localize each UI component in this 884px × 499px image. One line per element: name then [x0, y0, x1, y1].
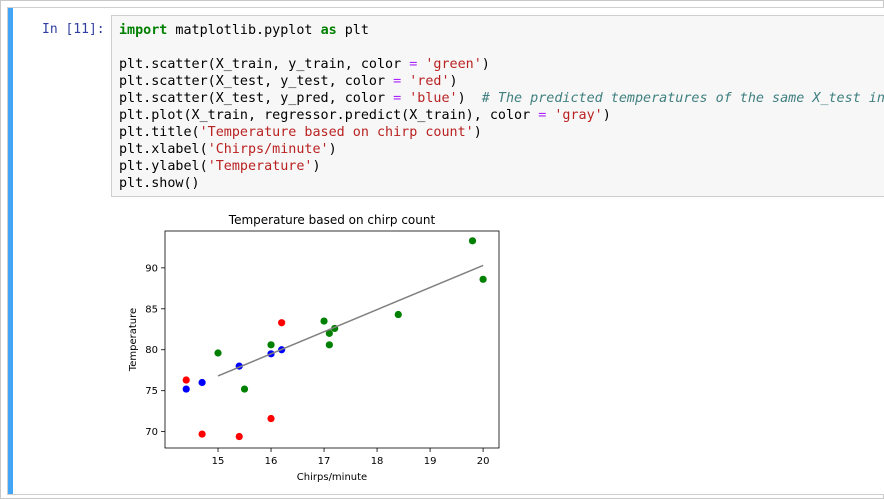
data-point	[182, 376, 190, 384]
code-token: plt.show()	[119, 176, 200, 191]
data-point	[267, 414, 275, 423]
code-line: plt.ylabel('Temperature')	[119, 158, 884, 175]
code-token: 'green'	[425, 57, 482, 72]
code-line	[119, 39, 884, 56]
code-token: plt.scatter(X_train, y_train, color	[119, 57, 410, 72]
code-token: =	[393, 91, 402, 106]
x-tick-label: 17	[318, 456, 331, 467]
data-point	[278, 319, 286, 327]
data-point	[320, 317, 328, 325]
code-token: 'blue'	[409, 91, 458, 106]
code-editor[interactable]: import matplotlib.pyplot as plt plt.scat…	[111, 15, 884, 197]
y-tick-label: 80	[145, 345, 158, 356]
scatter-chart: Temperature based on chirp count Chirps/m…	[128, 213, 500, 483]
input-prompt: In [11]:	[42, 22, 105, 37]
code-token: plt.scatter(X_test, y_pred, color	[119, 91, 394, 106]
code-token: plt.scatter(X_test, y_test, color	[119, 74, 394, 89]
code-token: plt.title(	[119, 125, 200, 140]
x-axis-label: Chirps/minute	[297, 472, 367, 483]
data-point	[325, 329, 333, 337]
code-token: =	[538, 108, 547, 123]
code-line: import matplotlib.pyplot as plt	[119, 22, 884, 39]
code-line: plt.scatter(X_test, y_pred, color = 'blu…	[119, 90, 884, 107]
data-point	[182, 385, 190, 393]
code-line: plt.show()	[119, 175, 884, 192]
code-line: plt.scatter(X_test, y_test, color = 'red…	[119, 73, 884, 90]
data-point	[235, 432, 243, 441]
code-token: )	[312, 159, 321, 174]
data-point	[394, 310, 402, 319]
data-point	[198, 430, 206, 438]
code-token: 'Temperature'	[207, 159, 313, 174]
code-token: 'Temperature based on chirp count'	[199, 125, 474, 140]
data-point	[240, 385, 249, 393]
x-tick-label: 20	[477, 456, 490, 467]
code-token: 'Chirps/minute'	[207, 142, 329, 157]
chart-title: Temperature based on chirp count	[228, 213, 436, 227]
data-point	[267, 341, 275, 349]
code-line: plt.plot(X_train, regressor.predict(X_tr…	[119, 107, 884, 124]
code-line: plt.xlabel('Chirps/minute')	[119, 141, 884, 158]
x-tick-label: 16	[265, 456, 278, 467]
code-token: matplotlib.pyplot	[167, 23, 321, 38]
code-token: plt.xlabel(	[119, 142, 208, 157]
code-text[interactable]: import matplotlib.pyplot as plt plt.scat…	[119, 22, 884, 192]
cell-selection-bar	[8, 8, 13, 494]
x-tick-label: 18	[371, 456, 384, 467]
data-point	[198, 378, 206, 387]
y-tick-label: 85	[145, 304, 158, 315]
code-token: plt	[336, 23, 369, 38]
data-point	[479, 275, 487, 283]
code-token: )	[602, 108, 611, 123]
x-tick-label: 19	[424, 456, 437, 467]
code-token: plt.ylabel(	[119, 159, 208, 174]
code-token: import	[119, 23, 168, 38]
code-token: )	[328, 142, 337, 157]
data-point	[468, 237, 477, 245]
code-line: plt.scatter(X_train, y_train, color = 'g…	[119, 56, 884, 73]
code-token: # The predicted temperatures of the same…	[481, 91, 884, 106]
data-point	[325, 341, 333, 349]
y-tick-label: 70	[145, 427, 158, 438]
code-token: )	[473, 125, 482, 140]
code-cell[interactable]: In [11]: import matplotlib.pyplot as plt…	[7, 7, 884, 495]
y-axis-label: Temperature	[128, 308, 139, 372]
code-token: 'gray'	[554, 108, 603, 123]
code-token: )	[457, 91, 482, 106]
code-token: =	[393, 74, 402, 89]
x-tick-label: 15	[212, 456, 225, 467]
output-plot: Temperature based on chirp count Chirps/m…	[111, 204, 511, 484]
code-token: plt.plot(X_train, regressor.predict(X_tr…	[119, 108, 539, 123]
plot-area	[164, 230, 500, 449]
y-tick-label: 90	[145, 263, 158, 274]
y-tick-label: 75	[145, 386, 158, 397]
code-token: 'red'	[409, 74, 450, 89]
code-token: as	[320, 23, 337, 38]
code-token: )	[481, 57, 490, 72]
data-point	[214, 349, 222, 357]
code-token: =	[409, 57, 418, 72]
regression-line	[217, 264, 484, 377]
code-line: plt.title('Temperature based on chirp co…	[119, 124, 884, 141]
code-token: )	[449, 74, 458, 89]
